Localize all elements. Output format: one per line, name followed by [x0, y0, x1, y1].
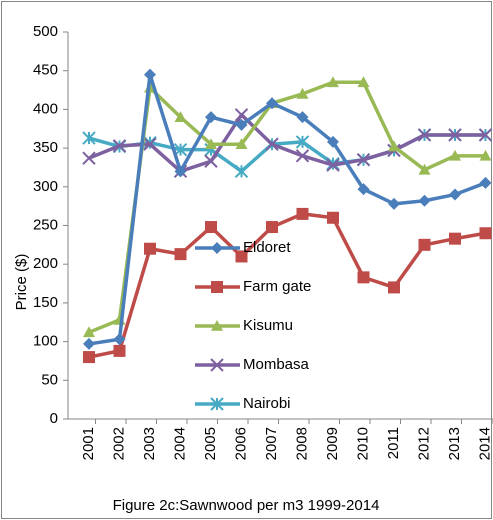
y-tick-label: 200: [33, 255, 58, 272]
series: [83, 207, 492, 364]
data-point: [143, 137, 157, 151]
x-tick-label: 2010: [354, 427, 371, 460]
data-point: [418, 238, 431, 251]
legend-label: Nairobi: [243, 395, 291, 412]
data-point: [479, 227, 492, 240]
x-tick-label: 2003: [141, 427, 158, 460]
data-point: [449, 149, 461, 161]
legend-marker: [211, 242, 223, 254]
data-point: [449, 232, 461, 245]
y-tick-label: 0: [50, 410, 58, 427]
data-point: [174, 111, 187, 122]
data-point: [266, 97, 278, 110]
data-point: [113, 333, 126, 346]
data-point: [174, 248, 187, 261]
data-point: [112, 139, 127, 153]
x-tick-label: 2002: [110, 427, 127, 460]
x-tick-label: 2006: [232, 427, 249, 460]
legend-label: Kisumu: [243, 317, 293, 334]
x-tick-label: 2005: [202, 427, 219, 460]
legend-marker: [210, 397, 224, 411]
x-tick-label: 2007: [263, 427, 280, 460]
legend-marker: [211, 281, 223, 293]
data-point: [235, 138, 248, 150]
data-point: [83, 337, 95, 350]
legend-label: Farm gate: [243, 278, 311, 295]
data-point: [357, 183, 370, 196]
x-tick-label: 2008: [293, 427, 310, 460]
series: [83, 68, 492, 350]
data-point: [417, 128, 432, 142]
data-point: [448, 128, 462, 142]
legend-marker: [210, 358, 224, 372]
y-tick-label: 300: [33, 178, 58, 195]
data-point: [295, 149, 310, 163]
data-point: [235, 250, 248, 263]
data-point: [418, 194, 431, 207]
data-point: [82, 131, 96, 145]
x-tick-label: 2001: [80, 427, 97, 460]
x-tick-label: 2004: [171, 427, 188, 460]
data-point: [82, 151, 96, 165]
data-point: [174, 165, 187, 178]
data-point: [479, 149, 492, 161]
y-tick-label: 500: [33, 23, 58, 40]
data-point: [356, 153, 371, 167]
data-point: [357, 271, 370, 284]
y-tick-label: 350: [33, 139, 58, 156]
data-point: [234, 108, 249, 122]
data-point: [205, 111, 217, 124]
data-point: [144, 242, 156, 255]
data-point: [326, 158, 340, 172]
series-line: [88, 72, 487, 346]
x-tick-label: 2014: [476, 427, 493, 460]
data-point: [418, 163, 431, 175]
data-point: [204, 154, 218, 168]
data-point: [235, 118, 248, 131]
y-tick-label: 250: [33, 216, 58, 233]
data-point: [327, 211, 339, 224]
y-tick-label: 400: [33, 100, 58, 117]
data-point: [388, 281, 400, 294]
x-tick-label: 2009: [324, 427, 341, 460]
data-point: [205, 221, 217, 234]
data-point: [113, 344, 126, 357]
data-point: [296, 87, 309, 99]
y-axis-title: Price ($): [13, 254, 30, 311]
data-point: [296, 207, 309, 220]
y-tick-label: 100: [33, 333, 58, 350]
data-point: [295, 135, 310, 149]
data-point: [266, 221, 278, 234]
x-tick-label: 2013: [446, 427, 463, 460]
data-point: [83, 351, 95, 364]
data-point: [449, 188, 461, 201]
x-tick-label: 2012: [415, 427, 432, 460]
y-tick-label: 50: [41, 371, 58, 388]
data-point: [479, 176, 492, 189]
chart-title: Figure 2c:Sawnwood per m3 1999-2014: [113, 497, 380, 514]
data-point: [357, 76, 370, 88]
data-point: [265, 137, 279, 151]
legend-marker: [211, 320, 223, 331]
data-point: [388, 197, 400, 210]
series: [82, 108, 493, 179]
data-point: [388, 140, 400, 152]
data-point: [327, 76, 339, 88]
data-point: [296, 111, 309, 124]
x-tick-label: 2011: [385, 427, 402, 459]
y-tick-label: 450: [33, 62, 58, 79]
y-tick-label: 150: [33, 294, 58, 311]
data-point: [234, 164, 249, 179]
legend-label: Mombasa: [243, 356, 310, 373]
data-point: [327, 135, 339, 148]
data-point: [205, 138, 217, 150]
legend-label: Eldoret: [243, 239, 291, 256]
data-point: [144, 68, 156, 81]
data-point: [478, 128, 493, 142]
data-point: [83, 326, 95, 338]
